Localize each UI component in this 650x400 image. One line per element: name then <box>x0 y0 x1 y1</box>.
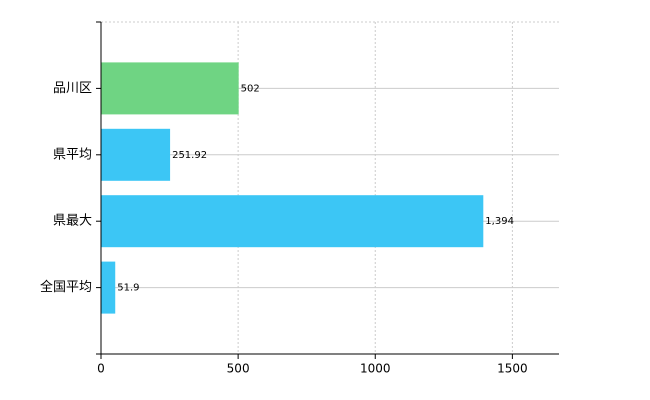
value-label: 51.9 <box>117 283 139 294</box>
x-tick-label: 1000 <box>360 362 391 376</box>
x-tick-label: 0 <box>97 362 105 376</box>
y-tick-label: 県最大 <box>53 214 92 229</box>
bar <box>101 261 116 314</box>
value-label: 1,394 <box>485 216 514 227</box>
bar <box>101 128 171 181</box>
y-tick-label: 県平均 <box>53 147 92 162</box>
value-label: 502 <box>241 83 260 94</box>
y-tick-label: 品川区 <box>53 81 92 96</box>
bar <box>101 62 239 115</box>
y-tick-label: 全国平均 <box>40 279 92 295</box>
value-label: 251.92 <box>172 150 207 161</box>
bar <box>101 195 484 248</box>
x-tick-label: 500 <box>227 362 250 376</box>
x-tick-label: 1500 <box>497 362 528 376</box>
